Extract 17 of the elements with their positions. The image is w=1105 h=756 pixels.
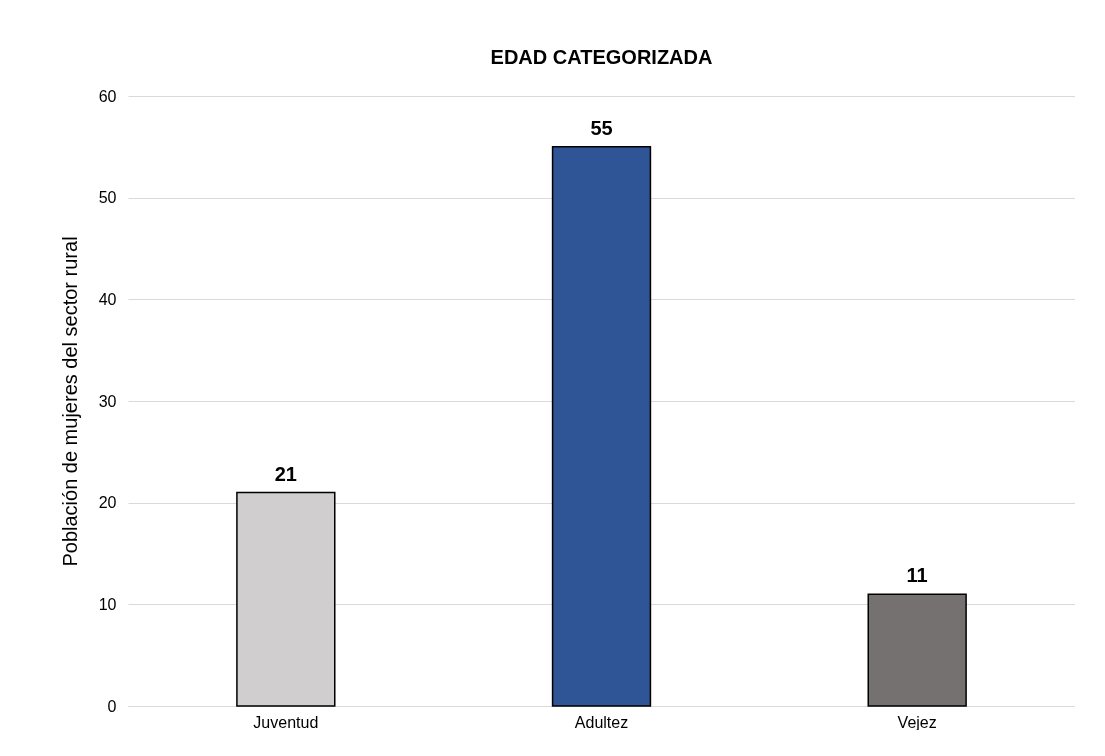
data-label: 55 — [590, 116, 613, 139]
y-tick-label: 60 — [98, 87, 117, 105]
bar — [867, 593, 967, 707]
x-tick-label: Vejez — [897, 713, 937, 731]
data-label: 21 — [274, 462, 297, 485]
x-tick-label: Juventud — [253, 713, 319, 731]
x-tick-label: Adultez — [574, 713, 629, 731]
y-tick-label: 20 — [98, 494, 117, 512]
chart-title: EDAD CATEGORIZADA — [490, 46, 713, 68]
data-label: 11 — [906, 564, 928, 587]
y-axis-title: Población de mujeres del sector rural — [58, 236, 81, 567]
y-tick-label: 30 — [98, 392, 117, 410]
y-tick-label: 0 — [107, 697, 117, 715]
bar — [551, 146, 652, 707]
y-tick-label: 40 — [98, 290, 117, 308]
y-tick-label: 10 — [98, 595, 117, 613]
y-tick-label: 50 — [98, 189, 117, 207]
